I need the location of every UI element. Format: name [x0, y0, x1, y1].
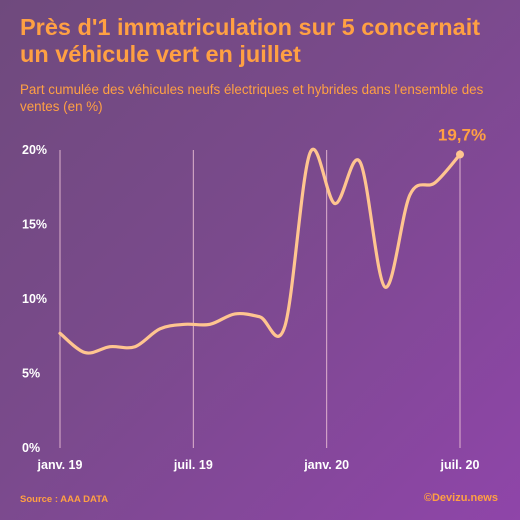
source-note: Source : AAA DATA: [20, 494, 109, 505]
x-tick-label: janv. 19: [37, 458, 83, 472]
credit-note: ©Devizu.news: [423, 492, 498, 504]
x-tick-label: janv. 20: [303, 458, 349, 472]
y-tick-label: 0%: [22, 441, 40, 455]
y-tick-label: 20%: [22, 143, 47, 157]
y-tick-label: 5%: [22, 367, 40, 381]
data-label: 19,7%: [438, 125, 486, 144]
x-tick-label: juil. 19: [173, 458, 213, 472]
chart-subtitle: Part cumulée des véhicules neufs électri…: [20, 82, 484, 114]
y-tick-label: 10%: [22, 292, 47, 306]
x-tick-label: juil. 20: [440, 458, 480, 472]
series-line: [58, 147, 462, 355]
data-point: [456, 150, 464, 159]
chart-title: Près d'1 immatriculation sur 5 concernai…: [20, 14, 481, 67]
y-tick-label: 15%: [22, 218, 47, 232]
